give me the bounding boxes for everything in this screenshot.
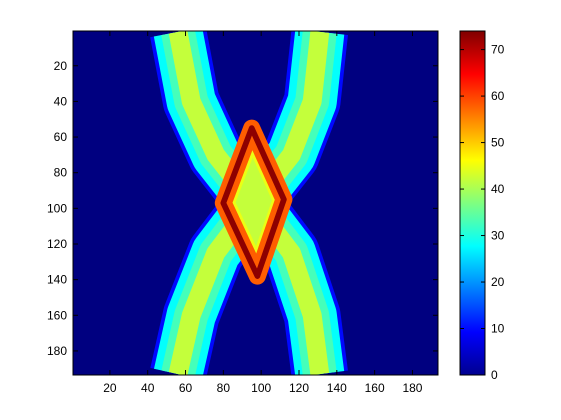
colorbar-tick-label: 60 <box>491 89 505 103</box>
y-tick-label: 160 <box>47 308 67 322</box>
plot-frame <box>72 30 439 376</box>
y-tick-label: 20 <box>54 59 68 73</box>
y-tick-label: 100 <box>47 201 67 215</box>
x-tick-label: 60 <box>179 381 193 395</box>
y-tick-label: 120 <box>47 237 67 251</box>
heatmap-image <box>73 31 438 375</box>
x-tick-label: 180 <box>402 381 422 395</box>
colorbar <box>459 30 486 376</box>
x-tick-label: 140 <box>327 381 347 395</box>
overlap-diamond <box>214 119 293 285</box>
y-tick-label: 80 <box>54 166 68 180</box>
colorbar-tick-label: 20 <box>491 275 505 289</box>
x-tick-label: 160 <box>365 381 385 395</box>
colorbar-tick-label: 10 <box>491 322 505 336</box>
x-tick-label: 120 <box>289 381 309 395</box>
colorbar-axis: 0 10 20 30 40 50 60 70 <box>460 43 505 382</box>
diamond-interior <box>235 157 272 247</box>
y-tick-label: 180 <box>47 344 67 358</box>
colorbar-tick-label: 50 <box>491 136 505 150</box>
colorbar-tick-label: 40 <box>491 182 505 196</box>
colorbar-tick-label: 0 <box>491 368 498 382</box>
diamond-outline <box>220 125 287 279</box>
x-tick-label: 40 <box>141 381 155 395</box>
x-axis: 20 40 60 80 100 120 140 160 180 <box>103 31 423 395</box>
colorbar-tick-label: 70 <box>491 43 505 57</box>
y-axis: 20 40 60 80 100 120 140 160 180 <box>47 59 438 358</box>
colorbar-tick-label: 30 <box>491 229 505 243</box>
y-tick-label: 60 <box>54 130 68 144</box>
x-tick-label: 20 <box>103 381 117 395</box>
y-tick-label: 140 <box>47 273 67 287</box>
x-tick-label: 100 <box>251 381 271 395</box>
x-tick-label: 80 <box>217 381 231 395</box>
y-tick-label: 40 <box>54 94 68 108</box>
